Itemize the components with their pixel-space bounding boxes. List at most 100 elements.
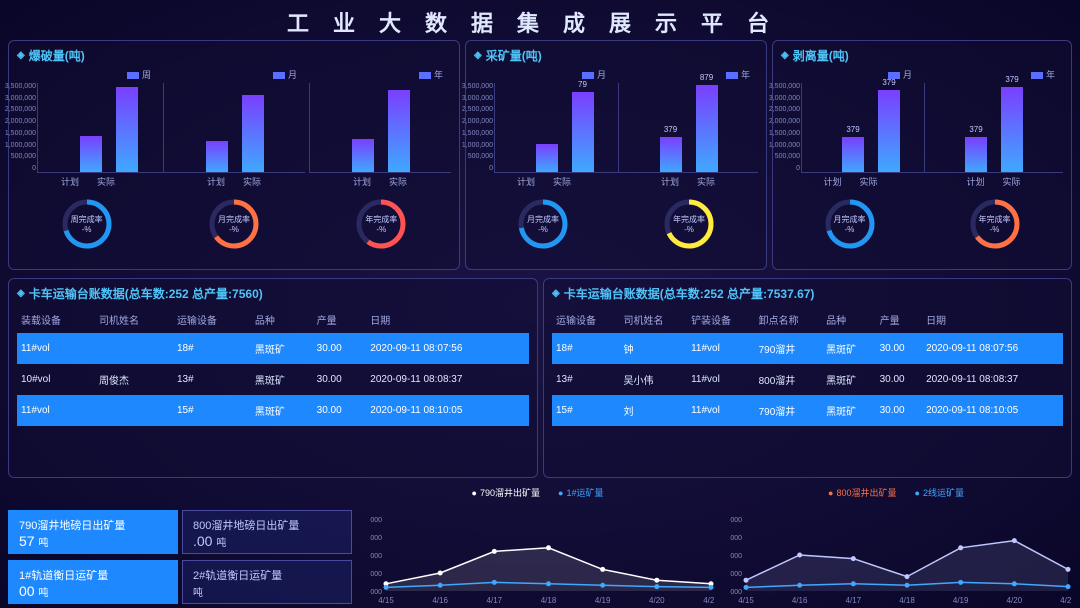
table-cell: 钟 bbox=[620, 333, 688, 364]
svg-text:000: 000 bbox=[730, 517, 742, 524]
metric-panel: 爆破量(吨) 周 0500,0001,000,0001,500,0002,000… bbox=[8, 40, 460, 270]
donut-gauge: 年完成率-% bbox=[355, 198, 407, 250]
table-row[interactable]: 11#vol15#黑斑矿30.002020-09-11 08:10:05 bbox=[17, 395, 529, 426]
line-legend: 790溜井出矿量1#运矿量 bbox=[360, 486, 715, 499]
stat-box[interactable]: 800溜井地磅日出矿量.00 吨 bbox=[182, 510, 352, 554]
stat-value: 00 bbox=[19, 583, 35, 599]
mini-bar-chart: 周 0500,0001,000,0001,500,0002,000,0002,5… bbox=[17, 68, 159, 188]
donut-value: -% bbox=[990, 225, 1000, 234]
stat-box[interactable]: 790溜井地磅日出矿量57 吨 bbox=[8, 510, 178, 554]
metric-panel: 剥离量(吨) 月 0500,0001,000,0001,500,0002,000… bbox=[772, 40, 1072, 270]
table-row[interactable]: 18#钟11#vol790溜井黑斑矿30.002020-09-11 08:07:… bbox=[552, 333, 1063, 364]
table-cell: 周俊杰 bbox=[95, 364, 173, 395]
svg-text:4/19: 4/19 bbox=[595, 596, 611, 603]
bar-value-label: 379 bbox=[878, 78, 900, 87]
donut-gauge: 月完成率-% bbox=[517, 198, 569, 250]
bar-value-label: 379 bbox=[660, 125, 682, 134]
stat-label: 790溜井地磅日出矿量 bbox=[19, 517, 167, 533]
svg-text:000: 000 bbox=[370, 553, 382, 560]
table-header: 日期 bbox=[366, 306, 529, 333]
table-cell: 11#vol bbox=[17, 395, 95, 426]
svg-text:000: 000 bbox=[730, 553, 742, 560]
table-row[interactable]: 15#刘11#vol790溜井黑斑矿30.002020-09-11 08:10:… bbox=[552, 395, 1063, 426]
table-row[interactable]: 13#吴小伟11#vol800溜井黑斑矿30.002020-09-11 08:0… bbox=[552, 364, 1063, 395]
x-axis-label: 计划 bbox=[659, 175, 681, 188]
table-header: 品种 bbox=[822, 306, 875, 333]
mini-bar-chart: 月 0500,0001,000,0001,500,0002,000,0002,5… bbox=[474, 68, 614, 188]
svg-text:000: 000 bbox=[370, 517, 382, 524]
table-panel: 卡车运输台账数据(总车数:252 总产量:7560) 装载设备司机姓名运输设备品… bbox=[8, 278, 538, 478]
svg-text:4/18: 4/18 bbox=[899, 596, 915, 603]
donut-label: 月完成率 bbox=[834, 214, 866, 225]
line-legend-item: 800溜井出矿量 bbox=[828, 486, 896, 499]
svg-text:000: 000 bbox=[370, 571, 382, 578]
donut-label: 月完成率 bbox=[218, 214, 250, 225]
line-chart: 790溜井出矿量1#运矿量 4/154/164/174/184/194/204/… bbox=[360, 486, 715, 602]
table-cell: 黑斑矿 bbox=[822, 395, 875, 426]
table-cell: 15# bbox=[552, 395, 620, 426]
mini-bar-chart: 年 计划实际 bbox=[309, 68, 451, 188]
bar bbox=[80, 136, 102, 172]
stat-unit: 吨 bbox=[216, 538, 226, 549]
table-cell: 10#vol bbox=[17, 364, 95, 395]
table-cell: 30.00 bbox=[313, 333, 367, 364]
bar: 379 bbox=[965, 137, 987, 172]
x-axis-label: 实际 bbox=[241, 175, 263, 188]
donut-gauge: 月完成率-% bbox=[824, 198, 876, 250]
table-row[interactable]: 11#vol18#黑斑矿30.002020-09-11 08:07:56 bbox=[17, 333, 529, 364]
table-header: 品种 bbox=[251, 306, 313, 333]
x-axis-label: 实际 bbox=[858, 175, 880, 188]
bar: 379 bbox=[1001, 87, 1023, 172]
table-cell: 15# bbox=[173, 395, 251, 426]
stat-box[interactable]: 1#轨道衡日运矿量00 吨 bbox=[8, 560, 178, 604]
table-cell: 黑斑矿 bbox=[251, 364, 313, 395]
metric-panel: 采矿量(吨) 月 0500,0001,000,0001,500,0002,000… bbox=[465, 40, 767, 270]
svg-text:4/20: 4/20 bbox=[1007, 596, 1023, 603]
bar-value-label: 379 bbox=[842, 125, 864, 134]
stat-value: .00 bbox=[193, 533, 212, 549]
table-cell: 黑斑矿 bbox=[822, 364, 875, 395]
svg-text:4/16: 4/16 bbox=[432, 596, 448, 603]
donut-gauge: 周完成率-% bbox=[61, 198, 113, 250]
x-axis-label: 计划 bbox=[59, 175, 81, 188]
panel-title: 卡车运输台账数据(总车数:252 总产量:7537.67) bbox=[552, 285, 1063, 302]
table-cell: 刘 bbox=[620, 395, 688, 426]
bar bbox=[388, 90, 410, 172]
svg-text:4/19: 4/19 bbox=[953, 596, 969, 603]
svg-text:4/15: 4/15 bbox=[738, 596, 754, 603]
table-cell: 30.00 bbox=[313, 364, 367, 395]
table-cell: 790溜井 bbox=[755, 333, 823, 364]
stat-box[interactable]: 2#轨道衡日运矿量 吨 bbox=[182, 560, 352, 604]
table-row[interactable]: 10#vol周俊杰13#黑斑矿30.002020-09-11 08:08:37 bbox=[17, 364, 529, 395]
page-title: 工业大数据集成展示平台 bbox=[0, 0, 1080, 42]
x-axis-label: 计划 bbox=[205, 175, 227, 188]
table-cell: 11#vol bbox=[687, 395, 755, 426]
donut-label: 月完成率 bbox=[527, 214, 559, 225]
panel-title: 采矿量(吨) bbox=[474, 47, 758, 64]
bar-value-label: 879 bbox=[696, 73, 718, 82]
bar: 379 bbox=[660, 137, 682, 172]
bar: 379 bbox=[878, 90, 900, 172]
mini-bar-chart: 年 379879 计划实际 bbox=[618, 68, 758, 188]
stat-unit: 吨 bbox=[38, 538, 48, 549]
table-header: 司机姓名 bbox=[95, 306, 173, 333]
stat-label: 1#轨道衡日运矿量 bbox=[19, 567, 167, 583]
chart-legend: 年 bbox=[419, 68, 443, 81]
chart-legend: 月 bbox=[273, 68, 297, 81]
svg-text:000: 000 bbox=[730, 571, 742, 578]
svg-text:000: 000 bbox=[730, 589, 742, 596]
table-cell: 2020-09-11 08:10:05 bbox=[366, 395, 529, 426]
table-cell: 11#vol bbox=[17, 333, 95, 364]
stat-label: 2#轨道衡日运矿量 bbox=[193, 567, 341, 583]
bar bbox=[116, 87, 138, 172]
table-cell: 13# bbox=[173, 364, 251, 395]
donut-label: 周完成率 bbox=[71, 214, 103, 225]
panel-title: 卡车运输台账数据(总车数:252 总产量:7560) bbox=[17, 285, 529, 302]
table-cell: 2020-09-11 08:07:56 bbox=[922, 333, 1063, 364]
bar: 879 bbox=[696, 85, 718, 172]
svg-text:4/21: 4/21 bbox=[1060, 596, 1072, 603]
table-cell: 800溜井 bbox=[755, 364, 823, 395]
stat-unit: 吨 bbox=[38, 588, 48, 599]
table-header: 运输设备 bbox=[552, 306, 620, 333]
x-axis-label: 实际 bbox=[387, 175, 409, 188]
